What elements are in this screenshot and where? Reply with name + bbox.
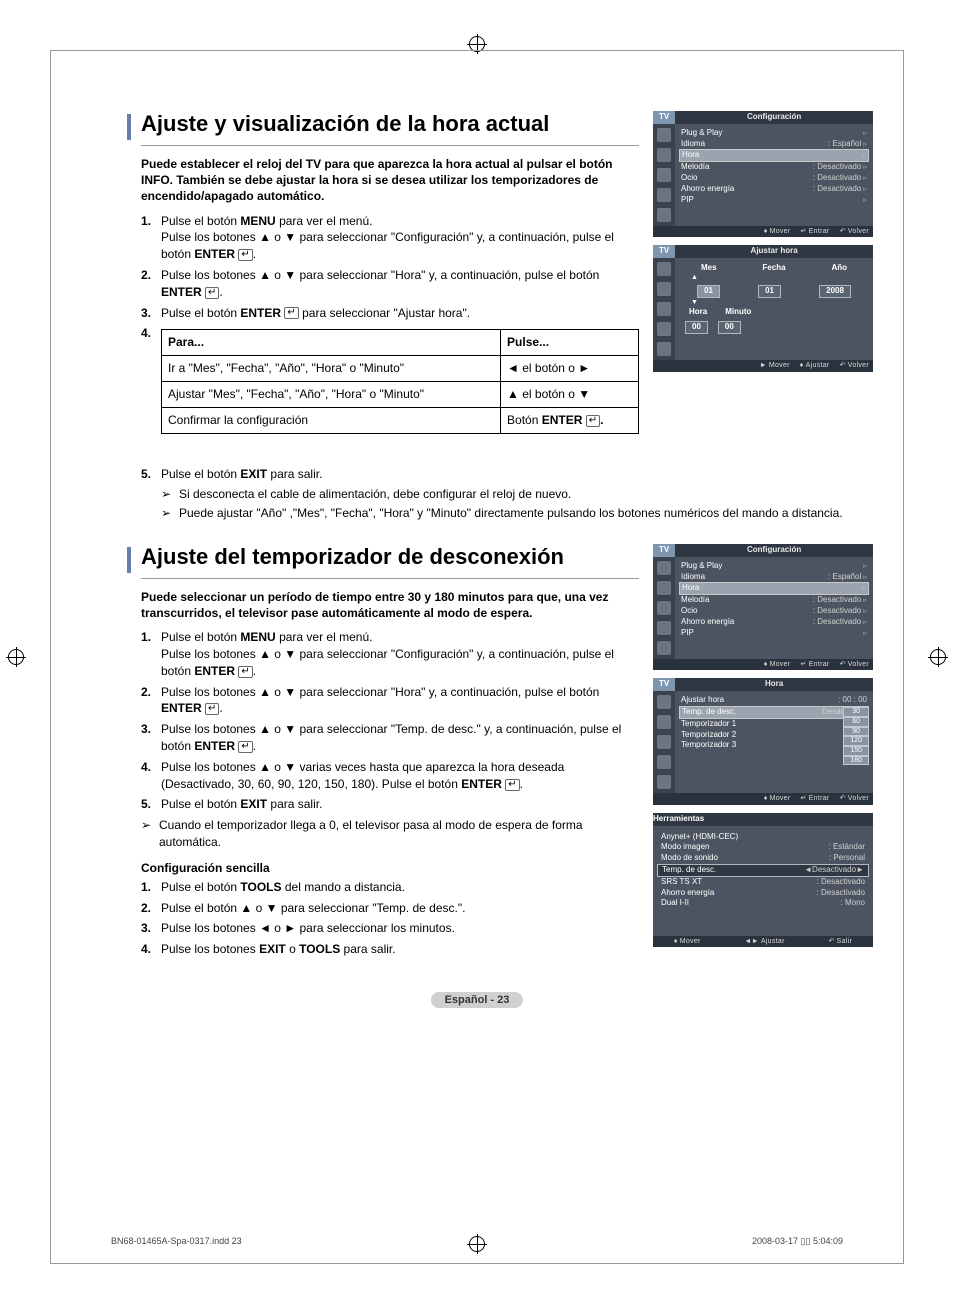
- step-number: 1.: [141, 213, 161, 263]
- osd-row: Hora ▹: [679, 582, 869, 595]
- registration-mark: [928, 647, 948, 667]
- osd-option: 150: [843, 746, 869, 756]
- osd-ajustar-hora: TVAjustar hora MesFechaAño ▲ 01012008 ▼ …: [653, 245, 873, 371]
- registration-mark: [6, 647, 26, 667]
- note: ➢Si desconecta el cable de alimentación,…: [161, 486, 843, 503]
- intro-clock: Puede establecer el reloj del TV para qu…: [141, 156, 639, 205]
- osd-row: Temporizador 3:: [681, 740, 867, 751]
- osd-row: Hora ▹: [679, 149, 869, 162]
- osd-configuracion-2: TVConfiguración Plug & Play ▹Idioma: Esp…: [653, 544, 873, 670]
- osd-row: Dual I-II: Mono: [661, 898, 865, 909]
- page-frame: Ajuste y visualización de la hora actual…: [50, 50, 904, 1264]
- osd-row: Plug & Play ▹: [681, 561, 867, 572]
- subheading-easy: Configuración sencilla: [141, 861, 639, 875]
- osd-configuracion: TVConfiguración Plug & Play ▹Idioma: Esp…: [653, 111, 873, 237]
- step-body: Pulse el botón MENU para ver el menú. Pu…: [161, 213, 639, 263]
- osd-row: Modo de sonido: Personal: [661, 853, 865, 864]
- osd-row: Temporizador 2:: [681, 730, 867, 741]
- osd-row: Ocio: Desactivado ▹: [681, 606, 867, 617]
- osd-row: PIP ▹: [681, 195, 867, 206]
- osd-row: Melodía: Desactivado ▹: [681, 162, 867, 173]
- osd-hora: TVHora Ajustar hora: 00 : 00Temp. de des…: [653, 678, 873, 804]
- osd-row: SRS TS XT: Desactivado: [661, 877, 865, 888]
- heading-sleep: Ajuste del temporizador de desconexión: [141, 544, 639, 570]
- note: ➢Cuando el temporizador llega a 0, el te…: [141, 817, 639, 851]
- osd-row: Temp. de desc.Desactivado: [679, 706, 869, 719]
- osd-option: 90: [843, 727, 869, 737]
- section-sleep-timer: Ajuste del temporizador de desconexión P…: [51, 544, 903, 982]
- osd-row: Ahorro energía: Desactivado ▹: [681, 617, 867, 628]
- osd-row: Melodía: Desactivado ▹: [681, 595, 867, 606]
- instruction-table: Para...Pulse... Ir a "Mes", "Fecha", "Añ…: [161, 329, 639, 433]
- osd-row: Idioma: Español ▹: [681, 572, 867, 583]
- osd-row: Modo imagen: Estándar: [661, 842, 865, 853]
- heading-clock: Ajuste y visualización de la hora actual: [141, 111, 639, 137]
- osd-row: Ajustar hora: 00 : 00: [681, 695, 867, 706]
- osd-herramientas: Herramientas Anynet+ (HDMI-CEC)Modo imag…: [653, 813, 873, 947]
- osd-row: PIP ▹: [681, 628, 867, 639]
- page-number: Español - 23: [51, 992, 903, 1006]
- note: ➢Puede ajustar "Año" ,"Mes", "Fecha", "H…: [161, 505, 843, 522]
- osd-iconbar: [653, 124, 675, 226]
- osd-row: Temporizador 1:: [681, 719, 867, 730]
- osd-option: 30: [843, 707, 869, 717]
- section-clock: Ajuste y visualización de la hora actual…: [51, 111, 903, 466]
- osd-row: Ocio: Desactivado ▹: [681, 173, 867, 184]
- osd-row: Plug & Play ▹: [681, 128, 867, 139]
- intro-sleep: Puede seleccionar un período de tiempo e…: [141, 589, 639, 621]
- osd-row: Temp. de desc.◄Desactivado►: [657, 864, 869, 877]
- footer-slug: BN68-01465A-Spa-0317.indd 23 2008-03-17 …: [111, 1236, 843, 1247]
- osd-row: Ahorro energía: Desactivado: [661, 888, 865, 899]
- osd-row: Anynet+ (HDMI-CEC): [661, 832, 865, 843]
- osd-row: Ahorro energía: Desactivado ▹: [681, 184, 867, 195]
- osd-option: 120: [843, 736, 869, 746]
- osd-row: Idioma: Español ▹: [681, 139, 867, 150]
- osd-option: 180: [843, 756, 869, 766]
- osd-option: 60: [843, 717, 869, 727]
